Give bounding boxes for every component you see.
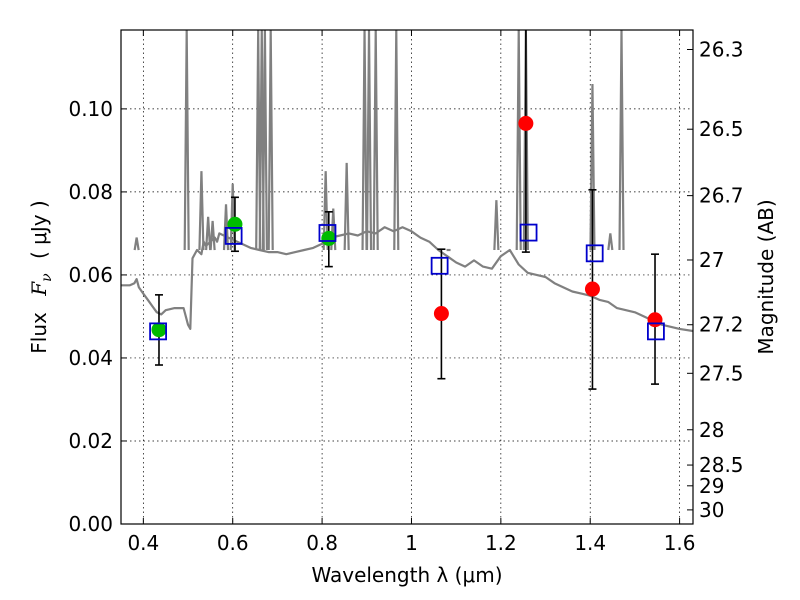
y-axis-label-unit: ( μJy ) xyxy=(27,200,51,259)
emission-line-spike xyxy=(393,30,400,251)
emission-line-spike xyxy=(365,30,373,251)
y2-tick-label: 30 xyxy=(699,498,724,522)
emission-line-spike xyxy=(205,216,212,251)
grid xyxy=(121,30,693,524)
data-point-red xyxy=(433,306,449,322)
y2-tick-label: 26.7 xyxy=(699,184,744,208)
emission-line-spike xyxy=(222,204,230,251)
y-axis-label-prefix: Flux xyxy=(27,312,51,354)
y2-tick-label: 26.5 xyxy=(699,117,744,141)
y2-tick-label: 27.5 xyxy=(699,361,744,385)
model-photometry-square xyxy=(224,227,243,245)
y2-axis-label: Magnitude (AB) xyxy=(754,199,778,354)
x-tick-label: 1.2 xyxy=(485,531,517,555)
emission-line-spike xyxy=(372,30,379,251)
emission-line-spike xyxy=(607,233,614,251)
x-tick-label: 1 xyxy=(405,531,418,555)
emission-line-spike xyxy=(515,30,522,251)
emission-line-spike xyxy=(343,162,350,251)
model-photometry-square xyxy=(585,244,604,263)
emission-line-spike xyxy=(589,83,596,251)
emission-line-spike xyxy=(133,237,140,251)
emission-line-spike xyxy=(361,30,368,251)
emission-line-spike xyxy=(493,200,500,251)
model-photometry-square xyxy=(647,322,665,341)
plot-background xyxy=(121,30,693,524)
data-point-red xyxy=(518,115,534,131)
emission-line-spike xyxy=(261,30,268,251)
y-tick-label: 0.08 xyxy=(68,180,113,204)
x-axis-label: Wavelength λ (μm) xyxy=(311,563,502,587)
data-point-green xyxy=(151,322,167,338)
emission-line-spike xyxy=(209,220,216,251)
y-tick-label: 0.02 xyxy=(68,429,113,453)
y2-tick-label: 28.5 xyxy=(699,453,744,477)
error-bars xyxy=(149,30,665,390)
y2-tick-label: 27 xyxy=(699,248,724,272)
x-tick-label: 1.6 xyxy=(664,531,696,555)
model-photometry-square xyxy=(318,224,337,242)
data-point-green xyxy=(227,216,243,232)
y-axis-label-subscript: ν xyxy=(39,273,55,282)
data-point-red xyxy=(647,312,663,328)
y2-tick-label: 26.3 xyxy=(699,38,744,62)
y2-tick-label: 29 xyxy=(699,474,724,498)
data-point-green xyxy=(321,230,337,246)
model-photometry-square xyxy=(149,322,167,341)
emission-line-spike xyxy=(183,30,190,251)
x-tick-label: 1.4 xyxy=(574,531,606,555)
emission-line-spike xyxy=(522,30,529,251)
y2-tick-label: 27.2 xyxy=(699,313,744,337)
model-photometry-square xyxy=(519,223,538,242)
plot-frame xyxy=(120,29,694,525)
emission-line-spike xyxy=(618,30,625,251)
y-tick-label: 0.00 xyxy=(68,512,113,536)
y-tick-label: 0.06 xyxy=(68,263,113,287)
model-photometry-square xyxy=(430,256,449,275)
y2-tick-label: 28 xyxy=(699,418,724,442)
data-point-red xyxy=(584,281,600,297)
y-tick-label: 0.10 xyxy=(68,97,113,121)
y-tick-label: 0.04 xyxy=(68,346,113,370)
emission-line-spike xyxy=(267,30,274,251)
y-axis-label-symbol: F xyxy=(27,281,51,297)
x-tick-label: 0.6 xyxy=(217,531,249,555)
x-tick-label: 0.8 xyxy=(306,531,338,555)
emission-line-spike xyxy=(322,171,329,251)
emission-line-spike xyxy=(198,171,205,251)
x-tick-label: 0.4 xyxy=(127,531,159,555)
axes: 0.4 0.6 0.8 1 1.2 1.4 1.6 0.00 0.02 0.04 0.06 0.08 0… xyxy=(68,30,744,555)
y-axis-label: Flux Fν ( μJy ) xyxy=(27,200,56,353)
